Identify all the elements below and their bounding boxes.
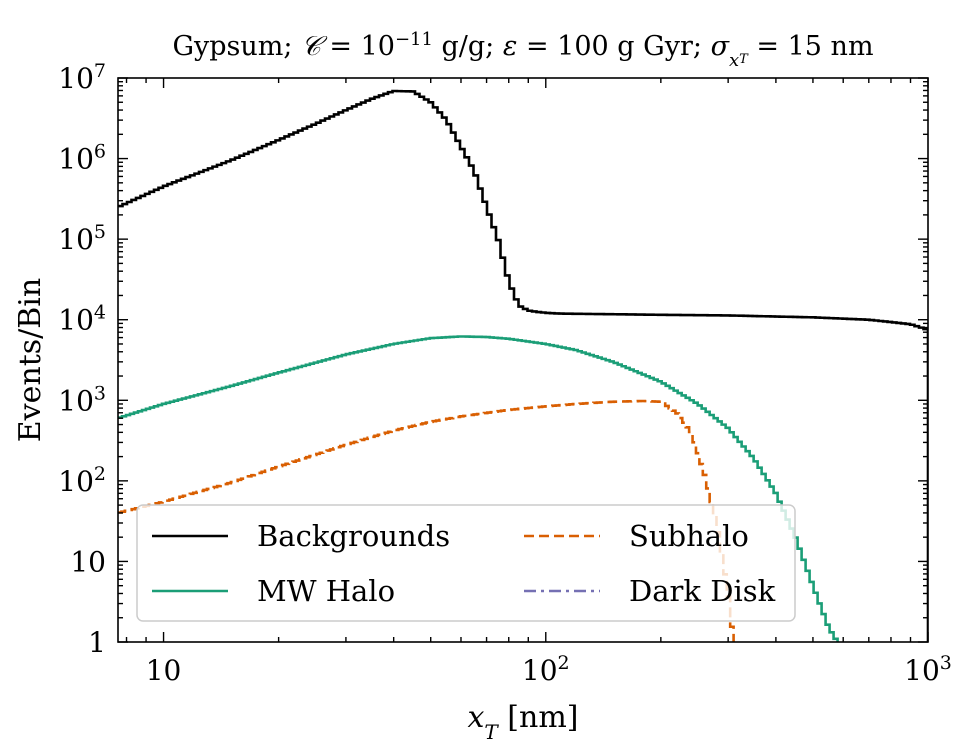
legend-box	[136, 504, 796, 622]
y-tick-label: 1	[88, 626, 106, 659]
plot-frame	[117, 77, 929, 643]
legend-label-mw-halo: MW Halo	[257, 574, 395, 608]
series-backgrounds-line	[118, 89, 928, 642]
legend: Backgrounds MW Halo Subhalo Dark Disk	[136, 504, 796, 622]
series-layer	[118, 89, 928, 642]
y-tick-label: 102	[58, 463, 106, 498]
legend-label-backgrounds: Backgrounds	[257, 519, 450, 553]
y-tick-label: 107	[58, 60, 106, 95]
x-tick-label: 10	[146, 654, 182, 687]
ticks-layer	[118, 77, 929, 643]
series-mw-halo-line	[118, 335, 839, 642]
y-tick-label: 10	[70, 545, 106, 578]
y-tick-label: 103	[58, 382, 106, 417]
y-tick-label: 106	[58, 141, 106, 176]
x-tick-label: 102	[522, 652, 570, 687]
chart-title: Gypsum; 𝒞 = 10−11 g/g; ε = 100 g Gyr; σx…	[172, 29, 873, 71]
x-tick-label: 103	[904, 652, 952, 687]
y-tick-label: 105	[58, 221, 106, 256]
legend-label-subhalo: Subhalo	[629, 519, 749, 553]
x-tick-labels: 10 102 103	[146, 652, 952, 687]
y-tick-label: 104	[58, 302, 106, 337]
legend-label-dark-disk: Dark Disk	[629, 574, 776, 608]
y-axis-label: Events/Bin	[13, 278, 48, 442]
series-subhalo-line	[118, 399, 735, 642]
x-axis-label: xT [nm]	[468, 700, 579, 744]
y-tick-labels: 1 10 102 103 104 105 106 107	[58, 60, 106, 659]
